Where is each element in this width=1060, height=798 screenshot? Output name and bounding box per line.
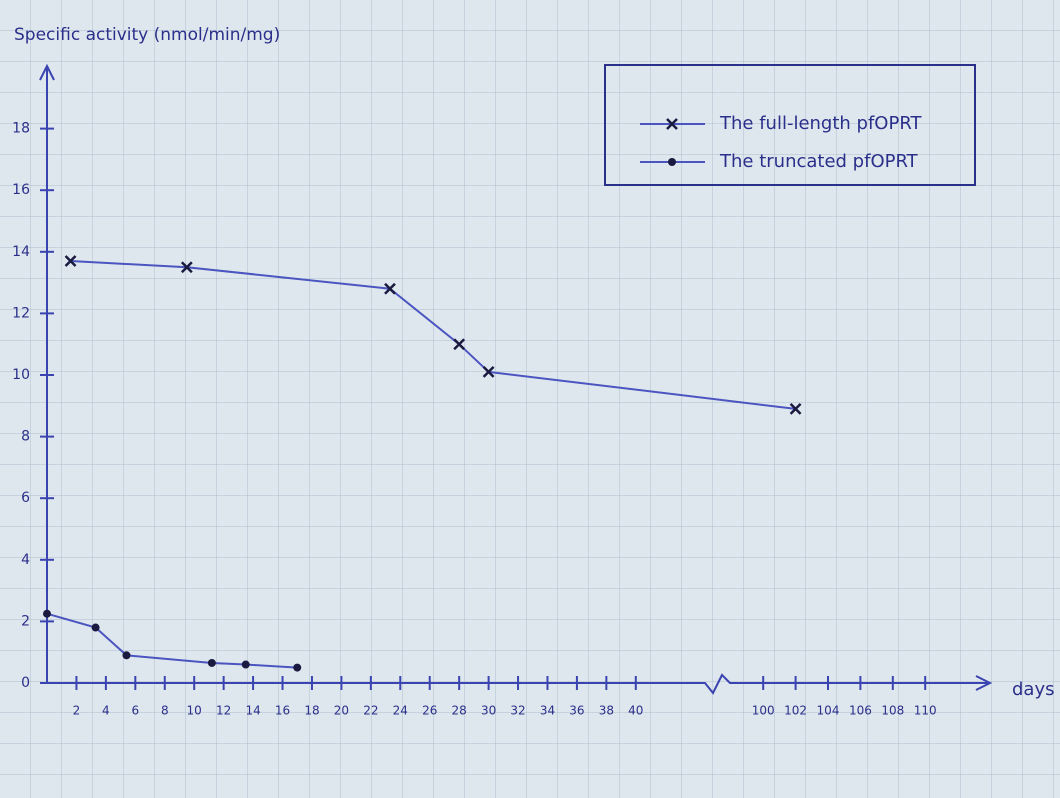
legend-marker xyxy=(668,158,676,166)
y-tick-label: 16 xyxy=(12,182,30,198)
y-tick-label: 6 xyxy=(21,490,30,506)
x-tick-label: 100 xyxy=(752,704,775,718)
y-tick-label: 0 xyxy=(21,675,30,691)
y-tick-label: 10 xyxy=(12,367,30,383)
x-tick-label: 40 xyxy=(628,704,643,718)
x-tick-label: 26 xyxy=(422,704,437,718)
x-tick-label: 8 xyxy=(161,704,169,718)
x-tick-label: 22 xyxy=(363,704,378,718)
x-tick-label: 28 xyxy=(452,704,467,718)
x-tick-label: 20 xyxy=(334,704,349,718)
data-point xyxy=(122,651,130,659)
x-tick-label: 34 xyxy=(540,704,555,718)
x-tick-label: 110 xyxy=(914,704,937,718)
y-tick-label: 12 xyxy=(12,305,30,321)
chart: Specific activity (nmol/min/mg) days 024… xyxy=(0,0,1060,798)
y-axis-label: Specific activity (nmol/min/mg) xyxy=(14,25,280,45)
data-point xyxy=(242,661,250,669)
y-tick-label: 4 xyxy=(21,552,30,568)
x-tick-label: 36 xyxy=(569,704,584,718)
legend-label: The truncated pfOPRT xyxy=(719,151,919,172)
x-tick-label: 10 xyxy=(187,704,202,718)
x-tick-label: 106 xyxy=(849,704,872,718)
data-point xyxy=(43,610,51,618)
x-tick-label: 14 xyxy=(245,704,260,718)
x-tick-label: 32 xyxy=(510,704,525,718)
x-axis-label: days xyxy=(1012,679,1055,700)
x-tick-label: 4 xyxy=(102,704,110,718)
data-point xyxy=(293,664,301,672)
data-point xyxy=(92,624,100,632)
x-tick-label: 18 xyxy=(304,704,319,718)
x-tick-label: 30 xyxy=(481,704,496,718)
x-tick-label: 102 xyxy=(784,704,807,718)
y-tick-label: 18 xyxy=(12,121,30,137)
x-tick-label: 2 xyxy=(73,704,81,718)
y-tick-label: 8 xyxy=(21,429,30,445)
data-point xyxy=(208,659,216,667)
y-tick-label: 2 xyxy=(21,613,30,629)
legend-label: The full-length pfOPRT xyxy=(719,113,923,134)
x-tick-label: 12 xyxy=(216,704,231,718)
y-tick-label: 14 xyxy=(12,244,30,260)
x-tick-label: 24 xyxy=(393,704,408,718)
x-tick-label: 104 xyxy=(817,704,840,718)
x-tick-label: 108 xyxy=(881,704,904,718)
x-tick-label: 6 xyxy=(131,704,139,718)
x-tick-label: 38 xyxy=(599,704,614,718)
x-tick-label: 16 xyxy=(275,704,290,718)
